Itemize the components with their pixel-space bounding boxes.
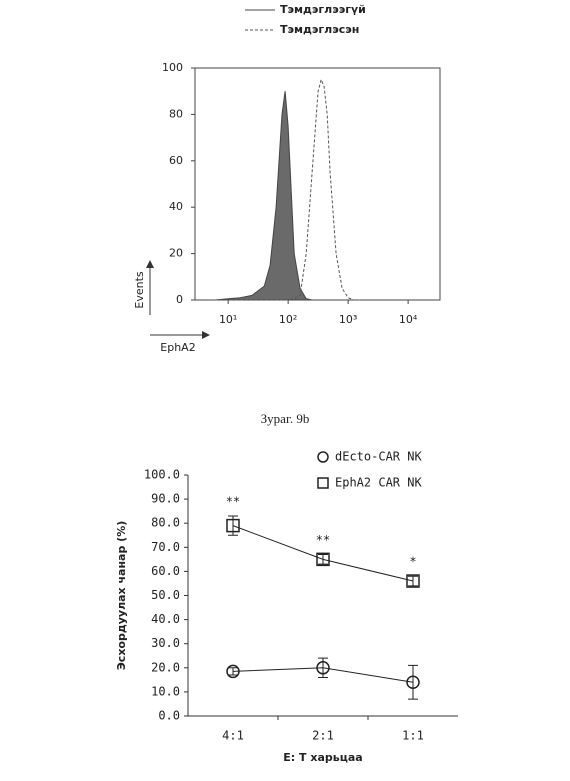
y-tick-label: 20.0 — [151, 660, 180, 674]
y-tick-label: 0 — [176, 293, 183, 306]
legend-label: Тэмдэглэсэн — [280, 23, 359, 36]
histogram — [215, 91, 360, 300]
figure: Зураг. 9b 0 20 40 60 80 100 10¹ 10² 10³ 10⁴ Тэмдэг… — [0, 0, 570, 781]
legend-label: dEcto-CAR NK — [335, 450, 422, 464]
y-arrow-head — [146, 260, 154, 268]
error-bar — [318, 555, 328, 565]
y-tick-label: 100.0 — [144, 468, 180, 482]
y-tick-label: 10.0 — [151, 684, 180, 698]
y-axis-label: Эсхордуулах чанар (%) — [115, 521, 128, 671]
x-tick-label: 2:1 — [312, 729, 334, 743]
x-axis-label: EphA2 — [160, 341, 195, 354]
significance: * — [409, 555, 416, 569]
y-tick-label: 30.0 — [151, 636, 180, 650]
y-tick-label: 80.0 — [151, 516, 180, 530]
y-tick-label: 0.0 — [158, 709, 180, 723]
x-tick-label: 10² — [279, 313, 297, 326]
y-tick-label: 80 — [169, 107, 183, 120]
y-tick-label: 100 — [162, 61, 183, 74]
y-tick-label: 40.0 — [151, 612, 180, 626]
error-bar — [408, 665, 418, 699]
y-tick-label: 70.0 — [151, 540, 180, 554]
error-bar — [408, 576, 418, 586]
x-tick-label: 10⁴ — [399, 313, 418, 326]
caption: Зураг. 9b — [261, 411, 310, 426]
significance: ** — [316, 533, 330, 547]
plot-frame — [195, 68, 440, 300]
x-tick-label: 10³ — [339, 313, 357, 326]
x-tick-label: 10¹ — [219, 313, 237, 326]
y-tick-label: 50.0 — [151, 588, 180, 602]
significance: ** — [226, 494, 240, 508]
y-tick-label: 20 — [169, 247, 183, 260]
legend-marker — [318, 452, 328, 462]
y-tick-label: 40 — [169, 200, 183, 213]
legend-marker — [318, 478, 328, 488]
y-tick-label: 90.0 — [151, 492, 180, 506]
x-arrow-head — [202, 331, 210, 339]
x-axis-label: E: T харьцаа — [283, 751, 362, 764]
x-tick-label: 4:1 — [222, 729, 244, 743]
page: {"chart_data": [ {"type": "line", "xlabe… — [0, 0, 570, 781]
y-axis-label: Events — [133, 271, 146, 309]
legend-label: Тэмдэглээгүй — [280, 3, 366, 16]
y-tick-label: 60.0 — [151, 564, 180, 578]
legend-label: EphA2 CAR NK — [335, 476, 422, 490]
y-tick-label: 60 — [169, 154, 183, 167]
x-tick-label: 1:1 — [402, 729, 424, 743]
